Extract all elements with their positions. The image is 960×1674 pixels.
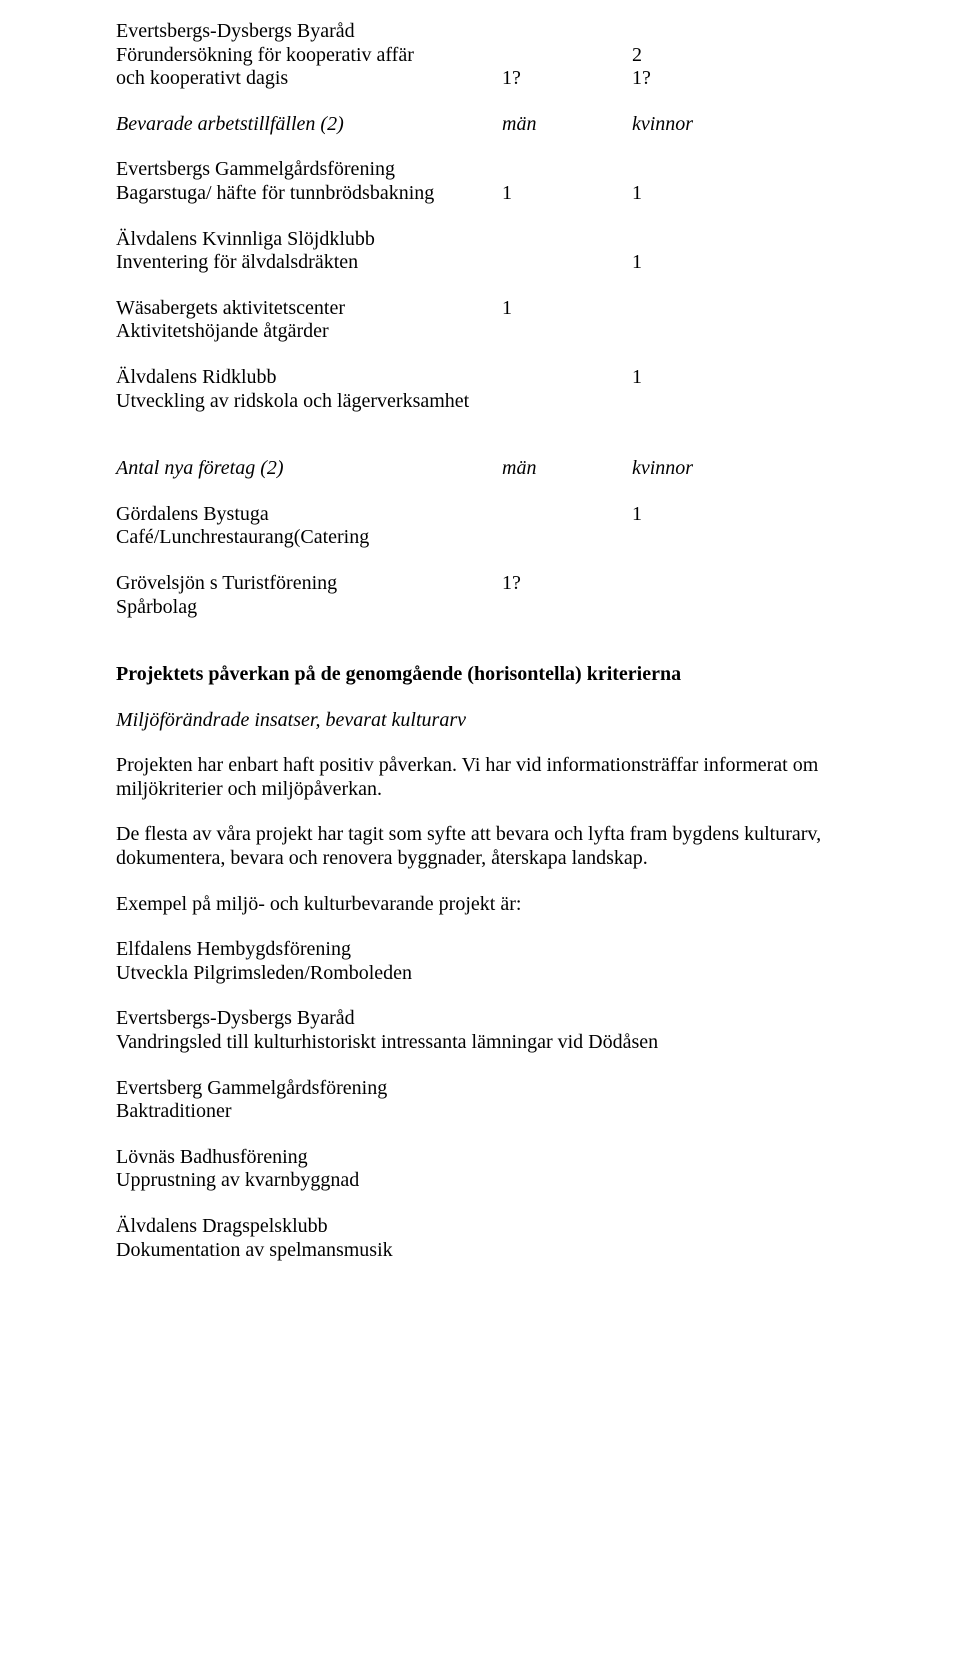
entry-grovelsjon: Grövelsjön s Turistförening 1? Spårbolag xyxy=(116,572,844,619)
org-name: Wäsabergets aktivitetscenter xyxy=(116,297,502,321)
desc-line: Inventering för älvdalsdräkten xyxy=(116,251,502,275)
paragraph-text: Projekten har enbart haft positiv påverk… xyxy=(116,754,844,801)
value-men: 1? xyxy=(502,572,632,596)
col-header-men: män xyxy=(502,457,632,481)
org-name: Elfdalens Hembygdsförening xyxy=(116,938,844,962)
paragraph-1: Projekten har enbart haft positiv påverk… xyxy=(116,754,844,801)
value-women: 2 xyxy=(632,44,752,68)
org-name: Älvdalens Dragspelsklubb xyxy=(116,1215,844,1239)
list-item-3: Evertsberg Gammelgårdsförening Baktradit… xyxy=(116,1077,844,1124)
desc-line: Upprustning av kvarnbyggnad xyxy=(116,1169,844,1193)
desc-line: Spårbolag xyxy=(116,596,502,620)
desc-line: Utveckla Pilgrimsleden/Romboleden xyxy=(116,962,844,986)
desc-line: Aktivitetshöjande åtgärder xyxy=(116,320,502,344)
col-header-women: kvinnor xyxy=(632,457,752,481)
org-name: Evertsbergs-Dysbergs Byaråd xyxy=(116,20,502,44)
value-men: 1? xyxy=(502,67,632,91)
org-name: Älvdalens Kvinnliga Slöjdklubb xyxy=(116,228,502,252)
value-women: 1 xyxy=(632,366,752,390)
org-name: Evertsberg Gammelgårdsförening xyxy=(116,1077,844,1101)
value-men: 1 xyxy=(502,297,632,321)
org-name: Evertsbergs Gammelgårdsförening xyxy=(116,158,502,182)
paragraph-exempel: Exempel på miljö- och kulturbevarande pr… xyxy=(116,893,844,917)
org-name: Älvdalens Ridklubb xyxy=(116,366,502,390)
desc-line: Vandringsled till kulturhistoriskt intre… xyxy=(116,1031,844,1055)
list-item-2: Evertsbergs-Dysbergs Byaråd Vandringsled… xyxy=(116,1007,844,1054)
value-women: 1 xyxy=(632,503,752,527)
col-header-men: män xyxy=(502,113,632,137)
section-antal-nya-header: Antal nya företag (2) män kvinnor xyxy=(116,457,844,481)
org-name: Grövelsjön s Turistförening xyxy=(116,572,502,596)
value-women: 1? xyxy=(632,67,752,91)
entry-gammelgard: Evertsbergs Gammelgårdsförening Bagarstu… xyxy=(116,158,844,205)
col-header-women: kvinnor xyxy=(632,113,752,137)
value-women: 1 xyxy=(632,251,752,275)
section-title: Bevarade arbetstillfällen (2) xyxy=(116,113,502,137)
org-name: Evertsbergs-Dysbergs Byaråd xyxy=(116,1007,844,1031)
entry-gordalens: Gördalens Bystuga 1 Café/Lunchrestaurang… xyxy=(116,503,844,550)
heading-horizontal-criteria: Projektets påverkan på de genomgående (h… xyxy=(116,663,844,687)
desc-line: Förundersökning för kooperativ affär xyxy=(116,44,502,68)
desc-line: och kooperativt dagis xyxy=(116,67,502,91)
desc-line: Utveckling av ridskola och lägerverksamh… xyxy=(116,390,502,414)
desc-line: Baktraditioner xyxy=(116,1100,844,1124)
value-women: 1 xyxy=(632,182,752,206)
org-name: Gördalens Bystuga xyxy=(116,503,502,527)
desc-line: Dokumentation av spelmansmusik xyxy=(116,1239,844,1263)
org-name: Lövnäs Badhusförening xyxy=(116,1146,844,1170)
entry-ridklubb: Älvdalens Ridklubb 1 Utveckling av ridsk… xyxy=(116,366,844,413)
paragraph-text: Exempel på miljö- och kulturbevarande pr… xyxy=(116,893,844,917)
section-bevarade-header: Bevarade arbetstillfällen (2) män kvinno… xyxy=(116,113,844,137)
list-item-1: Elfdalens Hembygdsförening Utveckla Pilg… xyxy=(116,938,844,985)
subheading-text: Miljöförändrade insatser, bevarat kultur… xyxy=(116,709,844,733)
desc-line: Bagarstuga/ häfte för tunnbrödsbakning xyxy=(116,182,502,206)
subheading-miljo: Miljöförändrade insatser, bevarat kultur… xyxy=(116,709,844,733)
entry-slojdklubb: Älvdalens Kvinnliga Slöjdklubb Inventeri… xyxy=(116,228,844,275)
entry-evertsbergs-byarad: Evertsbergs-Dysbergs Byaråd Förundersökn… xyxy=(116,20,844,91)
section-title: Antal nya företag (2) xyxy=(116,457,502,481)
paragraph-2: De flesta av våra projekt har tagit som … xyxy=(116,823,844,870)
entry-wasabergets: Wäsabergets aktivitetscenter 1 Aktivitet… xyxy=(116,297,844,344)
desc-line: Café/Lunchrestaurang(Catering xyxy=(116,526,502,550)
list-item-5: Älvdalens Dragspelsklubb Dokumentation a… xyxy=(116,1215,844,1262)
paragraph-text: De flesta av våra projekt har tagit som … xyxy=(116,823,844,870)
list-item-4: Lövnäs Badhusförening Upprustning av kva… xyxy=(116,1146,844,1193)
value-men: 1 xyxy=(502,182,632,206)
section-horizontal-criteria: Projektets påverkan på de genomgående (h… xyxy=(116,663,844,687)
